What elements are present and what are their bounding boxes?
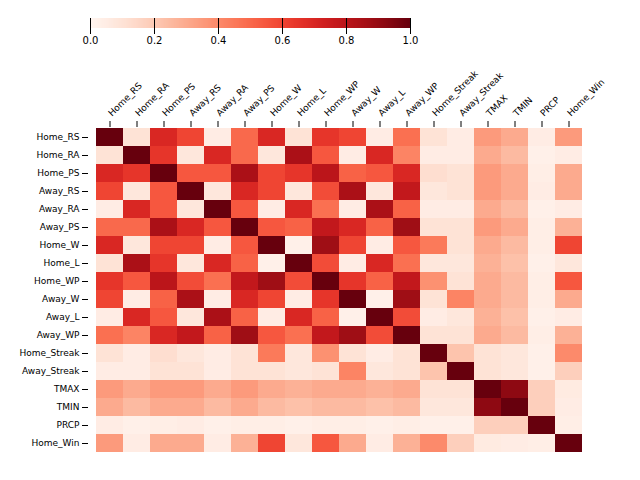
svg-text:Home_Streak: Home_Streak — [19, 348, 80, 358]
svg-text:Away_L: Away_L — [376, 87, 407, 118]
svg-text:0.2: 0.2 — [147, 35, 163, 46]
svg-text:Away_RA: Away_RA — [214, 82, 251, 119]
svg-text:PRCP: PRCP — [538, 94, 562, 118]
svg-text:Home_PS: Home_PS — [37, 168, 80, 178]
svg-text:TMAX: TMAX — [53, 384, 80, 394]
svg-text:TMIN: TMIN — [56, 402, 80, 412]
svg-text:Away_WP: Away_WP — [403, 80, 441, 119]
svg-text:Home_WP: Home_WP — [322, 78, 362, 119]
svg-text:Away_RA: Away_RA — [39, 204, 80, 214]
svg-text:Away_RS: Away_RS — [39, 186, 80, 196]
svg-text:Home_RA: Home_RA — [36, 150, 80, 160]
svg-text:Away_W: Away_W — [42, 294, 79, 304]
svg-text:0.4: 0.4 — [211, 35, 227, 46]
svg-text:Home_WP: Home_WP — [34, 276, 80, 286]
svg-text:Home_Streak: Home_Streak — [430, 68, 480, 118]
svg-text:Away_RS: Away_RS — [187, 82, 224, 119]
svg-text:Away_L: Away_L — [46, 312, 80, 322]
svg-text:Home_W: Home_W — [40, 240, 80, 250]
svg-text:Away_Streak: Away_Streak — [457, 70, 506, 119]
svg-text:Away_PS: Away_PS — [40, 222, 80, 232]
svg-text:Away_W: Away_W — [349, 84, 383, 119]
svg-text:Home_RS: Home_RS — [106, 80, 144, 119]
svg-text:Home_W: Home_W — [268, 82, 304, 119]
svg-text:Home_L: Home_L — [295, 86, 328, 119]
svg-text:Home_PS: Home_PS — [160, 81, 198, 119]
svg-text:0.8: 0.8 — [339, 35, 355, 46]
svg-text:0.0: 0.0 — [83, 35, 99, 46]
svg-text:PRCP: PRCP — [57, 420, 81, 430]
svg-text:TMAX: TMAX — [484, 93, 510, 119]
svg-text:Away_PS: Away_PS — [241, 83, 277, 119]
svg-text:Home_L: Home_L — [43, 258, 79, 268]
svg-text:Home_Win: Home_Win — [32, 438, 80, 448]
svg-text:Home_RS: Home_RS — [36, 132, 79, 142]
svg-text:0.6: 0.6 — [275, 35, 291, 46]
svg-text:Away_Streak: Away_Streak — [22, 366, 80, 376]
svg-text:Home_Win: Home_Win — [565, 77, 606, 118]
svg-text:1.0: 1.0 — [403, 35, 419, 46]
svg-text:Home_RA: Home_RA — [133, 80, 171, 119]
svg-text:TMIN: TMIN — [511, 95, 535, 119]
svg-text:Away_WP: Away_WP — [37, 330, 80, 340]
